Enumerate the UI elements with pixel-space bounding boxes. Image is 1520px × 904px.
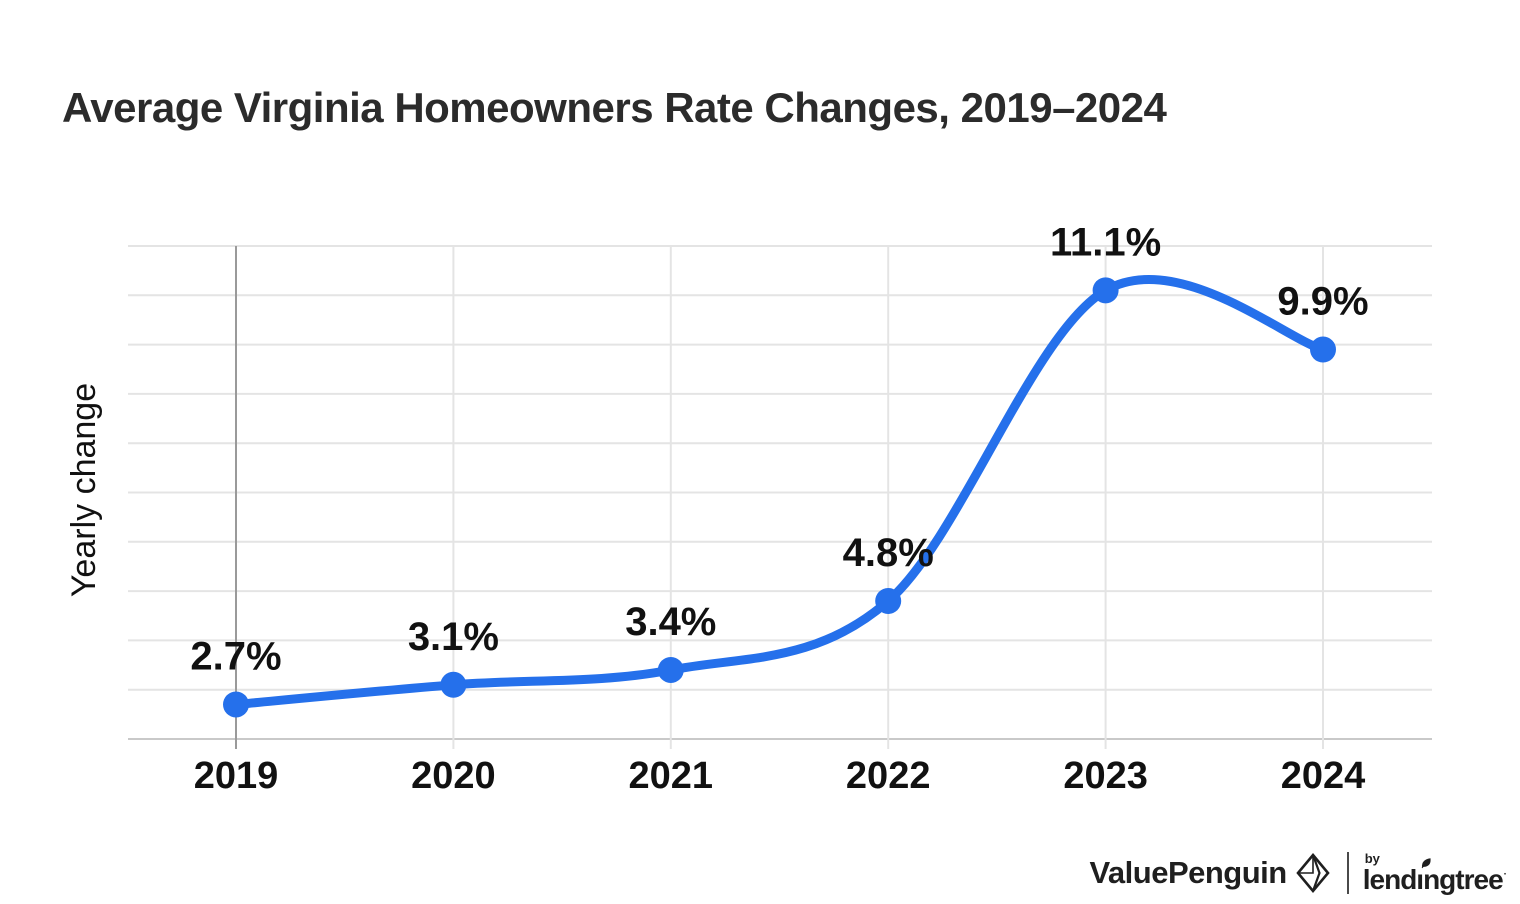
lendingtree-trademark: · — [1503, 869, 1508, 880]
footer-brand-logo: ValuePenguin by lend ı ngtree · — [1089, 851, 1508, 895]
x-axis-label: 2019 — [194, 755, 279, 797]
chart-title: Average Virginia Homeowners Rate Changes… — [62, 84, 1167, 131]
data-point — [440, 671, 467, 698]
logo-divider — [1346, 852, 1349, 894]
data-point — [657, 656, 684, 683]
valuepenguin-wordmark: ValuePenguin — [1089, 855, 1287, 890]
lendingtree-text-3: ngtree — [1423, 864, 1504, 895]
lendingtree-leaf-icon — [1421, 858, 1431, 869]
lendingtree-wordmark: lend ı ngtree · — [1362, 858, 1508, 895]
point-value-label: 4.8% — [843, 531, 934, 575]
data-point — [1310, 336, 1336, 363]
lendingtree-by-label: by — [1364, 851, 1380, 866]
x-axis-label: 2020 — [411, 755, 496, 797]
x-axis-label: 2021 — [629, 755, 714, 797]
lendingtree-block: by lend ı ngtree · — [1362, 851, 1508, 895]
x-axis-label: 2024 — [1281, 755, 1366, 797]
x-axis-label: 2023 — [1063, 755, 1148, 797]
point-value-label: 11.1% — [1050, 220, 1161, 264]
point-value-label: 9.9% — [1277, 280, 1368, 324]
point-value-label: 2.7% — [190, 635, 281, 679]
y-axis-title: Yearly change — [65, 383, 103, 597]
point-value-label: 3.4% — [625, 600, 716, 644]
point-value-label: 3.1% — [408, 615, 499, 659]
data-point — [875, 587, 902, 614]
valuepenguin-diamond-icon — [1296, 852, 1330, 894]
data-point — [223, 691, 249, 718]
data-point — [1092, 277, 1119, 304]
x-axis-label: 2022 — [846, 755, 931, 797]
lendingtree-text-1: lend — [1362, 864, 1418, 895]
lendingtree-text-2: ı — [1416, 864, 1424, 895]
